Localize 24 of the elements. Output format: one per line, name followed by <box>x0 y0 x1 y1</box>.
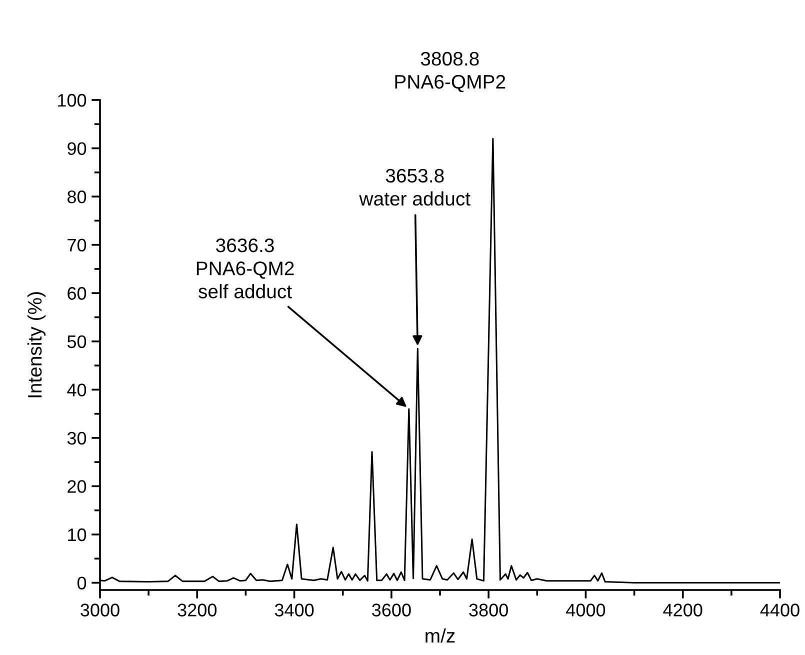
x-tick-label: 3000 <box>80 604 120 616</box>
x-axis-title: m/z <box>426 628 455 643</box>
y-tick-label: 100 <box>58 94 86 107</box>
annotation: 3636.3 PNA6-QM2 self adduct <box>196 238 294 298</box>
y-tick-label: 30 <box>67 432 86 445</box>
x-tick-label: 3400 <box>274 604 314 616</box>
x-tick-label: 4400 <box>760 604 800 616</box>
x-tick-label: 4000 <box>566 604 606 616</box>
y-tick-label: 90 <box>68 142 86 155</box>
y-axis-title: Intensity (%) <box>27 292 46 398</box>
annotation: 3808.8 PNA6-QMP2 <box>395 52 506 92</box>
x-tick-label: 3800 <box>469 604 508 616</box>
y-tick-label: 20 <box>68 480 86 493</box>
y-tick-label: 40 <box>67 384 86 396</box>
y-tick-label: 60 <box>68 287 86 300</box>
y-tick-label: 50 <box>67 335 86 348</box>
x-tick-label: 3600 <box>372 604 411 616</box>
annotation: 3653.8 water adduct <box>359 168 470 206</box>
y-tick-label: 80 <box>68 190 86 204</box>
x-tick-label: 4200 <box>663 604 702 616</box>
y-tick-label: 70 <box>68 238 86 252</box>
y-tick-label: 0 <box>77 576 86 590</box>
x-tick-label: 3200 <box>178 604 217 616</box>
y-tick-label: 10 <box>68 528 86 542</box>
